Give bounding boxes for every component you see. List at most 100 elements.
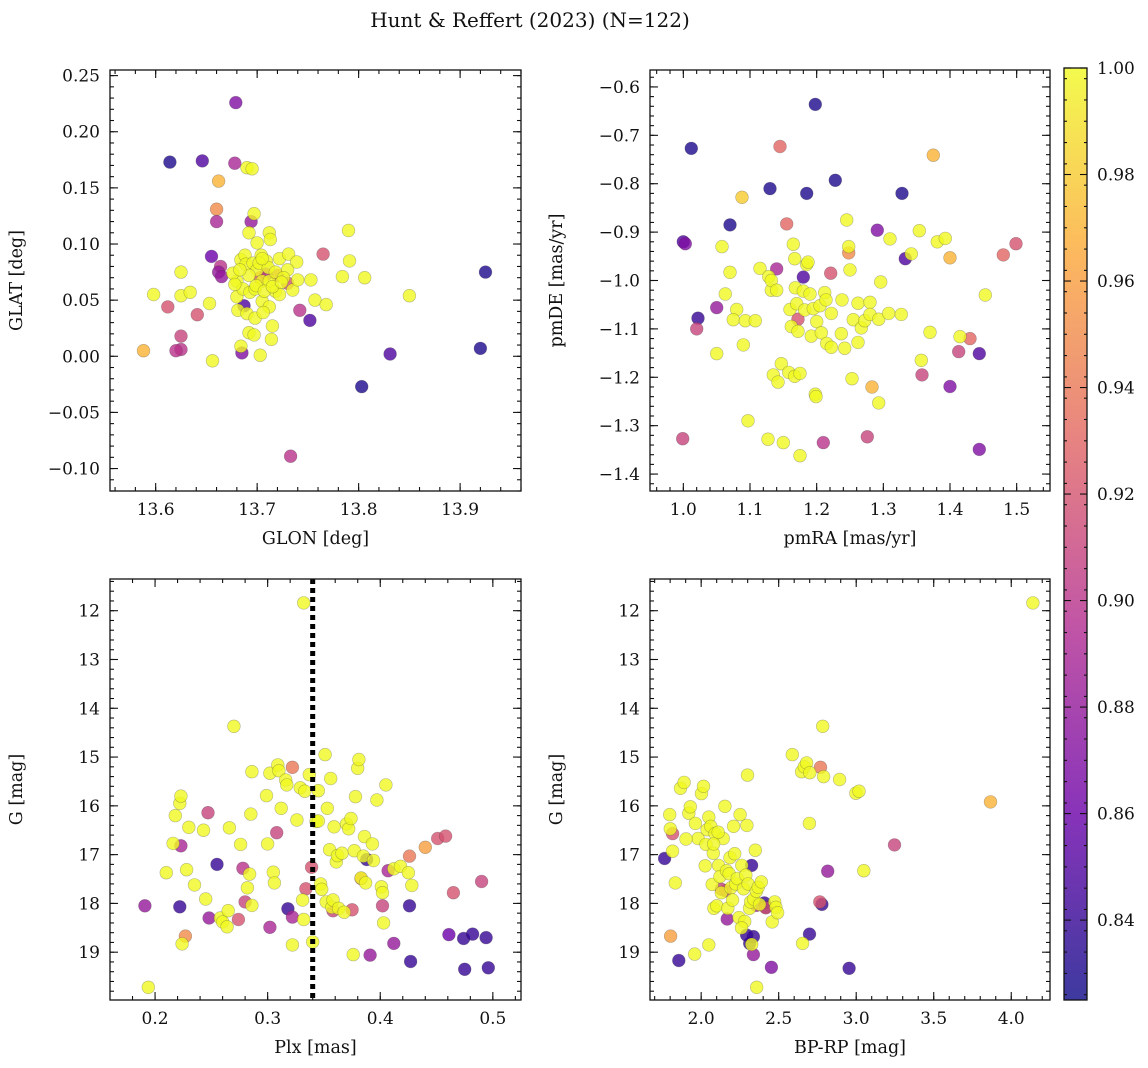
colorbar-tick-label: 0.84 <box>1097 911 1135 931</box>
x-axis-label: pmRA [mas/yr] <box>784 529 917 549</box>
data-point <box>814 326 828 340</box>
data-point <box>285 938 300 952</box>
data-point <box>828 173 842 188</box>
data-point <box>402 849 417 863</box>
y-tick-label: −0.8 <box>599 175 640 195</box>
data-point <box>174 329 188 343</box>
x-tick-label: 1.1 <box>736 500 763 520</box>
data-point <box>803 287 817 301</box>
y-tick-label: −0.9 <box>599 223 640 243</box>
data-point <box>285 760 300 774</box>
y-axis-label: pmDE [mas/yr] <box>547 214 567 348</box>
data-point <box>718 799 732 813</box>
data-point <box>809 314 824 329</box>
data-point <box>227 719 241 733</box>
data-point <box>776 435 790 450</box>
data-point <box>881 306 896 321</box>
data-point <box>761 432 775 446</box>
data-point <box>352 752 366 767</box>
data-point <box>308 293 322 307</box>
data-point <box>749 980 764 994</box>
data-point <box>791 324 805 338</box>
data-point <box>376 916 391 930</box>
data-point <box>190 308 205 322</box>
x-tick-label: 13.8 <box>340 500 378 520</box>
data-point <box>843 263 857 277</box>
data-point <box>770 905 785 920</box>
x-tick-label: 1.4 <box>936 500 963 520</box>
data-point <box>715 239 729 254</box>
x-tick-label: 2.5 <box>765 1009 792 1029</box>
data-point <box>996 248 1010 262</box>
data-point <box>187 878 202 892</box>
panel-3: 0.2 0.3 0.4 0.5 12 13 14 15 16 17 18 19 Plx [mas] G [… <box>7 578 522 1058</box>
y-tick-label: −1.1 <box>599 320 640 340</box>
data-point <box>465 927 480 941</box>
data-point <box>375 899 390 913</box>
data-point <box>253 348 267 362</box>
data-point <box>196 823 211 837</box>
y-tick-label: 18 <box>618 894 640 914</box>
data-point <box>1026 596 1040 610</box>
data-point <box>231 912 246 927</box>
data-point <box>211 174 226 188</box>
data-point <box>163 155 177 169</box>
data-point <box>723 218 737 232</box>
colorbar: 0.84 0.86 0.88 0.90 0.92 0.94 0.96 0.98 1.00 <box>1063 59 1135 1001</box>
data-point <box>379 778 393 792</box>
data-point <box>687 947 702 961</box>
data-point <box>740 768 755 782</box>
data-point <box>242 226 256 240</box>
y-tick-label: −0.10 <box>48 460 100 480</box>
data-point <box>748 843 762 857</box>
data-point <box>705 877 719 892</box>
data-point <box>769 262 784 276</box>
data-point <box>270 825 284 840</box>
data-point <box>375 885 390 900</box>
data-point <box>871 312 886 326</box>
data-point <box>290 813 304 827</box>
data-point <box>662 807 677 822</box>
data-point <box>683 800 697 814</box>
data-point <box>860 430 874 444</box>
x-tick-label: 1.5 <box>1003 500 1030 520</box>
data-point <box>813 895 827 909</box>
ticks <box>650 579 1050 1000</box>
data-point <box>228 156 242 170</box>
x-tick-label: 1.0 <box>670 500 697 520</box>
data-point <box>663 929 678 943</box>
data-point <box>405 878 419 893</box>
data-point <box>274 275 289 289</box>
data-point <box>834 327 848 341</box>
data-point <box>718 287 732 301</box>
data-point <box>255 251 269 266</box>
data-point <box>816 769 831 784</box>
data-point <box>174 789 188 803</box>
data-point <box>159 865 174 880</box>
y-tick-label: 15 <box>618 748 640 768</box>
data-point <box>324 771 338 786</box>
data-point <box>773 139 787 154</box>
data-point <box>769 283 784 297</box>
ticks <box>110 70 522 492</box>
data-point <box>684 141 698 156</box>
x-tick-label: 0.2 <box>142 1009 169 1029</box>
data-point <box>926 148 940 162</box>
data-point <box>677 775 691 790</box>
data-point <box>264 332 279 347</box>
data-point <box>442 927 456 942</box>
y-tick-label: 0.10 <box>62 235 100 255</box>
data-point <box>764 960 779 974</box>
data-point <box>736 338 750 352</box>
data-point <box>870 223 884 237</box>
data-point <box>710 899 724 913</box>
data-point <box>923 325 937 339</box>
data-point <box>335 846 349 860</box>
data-point <box>753 261 767 276</box>
data-point <box>871 396 886 410</box>
data-point <box>819 293 833 307</box>
data-point <box>233 263 247 277</box>
data-point <box>748 314 762 328</box>
x-tick-label: 1.3 <box>870 500 897 520</box>
colorbar-tick-label: 0.86 <box>1097 805 1135 825</box>
